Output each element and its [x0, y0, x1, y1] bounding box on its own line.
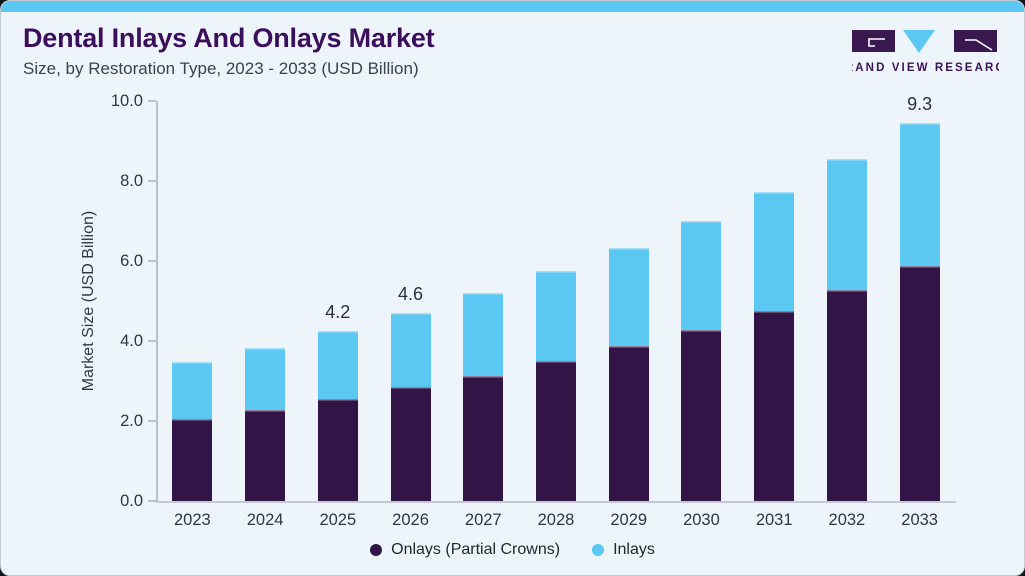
legend-dot-icon [592, 544, 605, 556]
y-tick-mark [148, 500, 156, 502]
x-tick-label-2033: 2033 [901, 511, 938, 529]
y-tick-label: 4.0 [120, 332, 143, 350]
logo-v-triangle [903, 30, 935, 53]
logo-r-glyph [965, 39, 993, 51]
data-label-2026: 4.6 [398, 284, 424, 304]
bar-stack-2032 [826, 159, 867, 501]
x-axis-line [156, 501, 956, 503]
y-tick-mark [148, 180, 156, 182]
bar-segment-inlays-2026 [390, 313, 431, 388]
bar-segment-onlays-2030 [681, 329, 722, 501]
bar-segment-inlays-2024 [245, 347, 286, 410]
page-title: Dental Inlays And Onlays Market [23, 23, 435, 53]
data-label-2033: 9.3 [907, 94, 933, 115]
bar-group-2029: 2029 [592, 101, 665, 529]
logo-g-glyph [868, 38, 885, 47]
bar-group-2032: 2032 [811, 101, 884, 529]
bar-segment-onlays-2027 [463, 375, 504, 501]
plot-area: 0.0 2.0 4.0 6.0 8.0 10.0 2023 2024 4.2 2025 4.6 202… [111, 92, 956, 529]
x-tick-label-2032: 2032 [828, 511, 866, 529]
bar-stack-2023 [172, 362, 213, 501]
bar-segment-inlays-2025 [317, 331, 358, 400]
x-tick-label-2026: 2026 [392, 511, 429, 529]
data-label-2025: 4.2 [325, 302, 351, 322]
y-tick-label: 10.0 [110, 92, 143, 110]
bar-group-2031: 2031 [738, 101, 811, 529]
bar-group-2028: 2028 [520, 101, 593, 529]
y-tick-label: 2.0 [120, 412, 143, 430]
bar-group-2025: 4.2 2025 [301, 101, 374, 529]
y-tick-label: 6.0 [120, 252, 143, 270]
bar-segment-inlays-2031 [754, 191, 795, 311]
bar-stack-2024 [245, 347, 286, 501]
bar-segment-inlays-2029 [608, 247, 649, 347]
bar-segment-onlays-2025 [317, 399, 358, 501]
bar-stack-2027 [463, 292, 504, 501]
bar-segment-onlays-2026 [390, 387, 431, 501]
bar-segment-inlays-2023 [172, 362, 213, 419]
bar-group-2023: 2023 [156, 101, 229, 529]
bar-segment-onlays-2024 [245, 409, 286, 501]
x-tick-label-2024: 2024 [246, 511, 284, 529]
bar-segment-inlays-2032 [826, 159, 867, 290]
page-subtitle: Size, by Restoration Type, 2023 - 2033 (… [23, 59, 419, 78]
x-tick-label-2028: 2028 [537, 511, 575, 529]
legend-item-inlays: Inlays [592, 541, 655, 559]
logo-g-block [852, 30, 895, 52]
bar-segment-onlays-2023 [172, 419, 213, 501]
bar-segment-inlays-2027 [463, 292, 504, 376]
y-tick-mark [148, 340, 156, 342]
bar-stack-2033 [899, 123, 940, 501]
legend-dot-icon [370, 544, 383, 556]
bar-segment-onlays-2029 [608, 346, 649, 501]
bar-group-2027: 2027 [447, 101, 520, 529]
bar-stack-2031 [754, 191, 795, 501]
x-tick-label-2023: 2023 [174, 511, 211, 529]
legend-label: Inlays [613, 541, 655, 558]
x-tick-label-2027: 2027 [464, 511, 502, 529]
bar-group-2033: 9.3 2033 [883, 94, 956, 529]
bar-segment-onlays-2033 [899, 265, 940, 501]
bar-segment-onlays-2032 [826, 289, 867, 501]
top-accent-bar [1, 1, 1024, 12]
bar-group-2024: 2024 [229, 101, 302, 529]
legend-label: Onlays (Partial Crowns) [391, 541, 561, 558]
bar-stack-2029 [608, 247, 649, 501]
x-tick-label-2030: 2030 [683, 511, 720, 529]
x-tick-label-2029: 2029 [610, 511, 648, 529]
x-tick-label-2031: 2031 [755, 511, 793, 529]
chart-legend: Onlays (Partial Crowns) Inlays [1, 541, 1024, 559]
y-tick-mark [148, 420, 156, 422]
logo-wordmark: GRAND VIEW RESEARCH [852, 62, 999, 74]
y-tick-label: 8.0 [120, 172, 143, 190]
legend-item-onlays: Onlays (Partial Crowns) [370, 541, 560, 559]
y-axis-title: Market Size (USD Billion) [80, 210, 97, 392]
y-tick-label: 0.0 [120, 492, 143, 510]
bar-stack-2030 [681, 221, 722, 501]
y-axis-line [156, 101, 158, 501]
bar-stack-2028 [535, 270, 576, 501]
bar-segment-onlays-2028 [535, 361, 576, 501]
grand-view-research-logo-icon: GRAND VIEW RESEARCH [852, 30, 999, 74]
bar-segment-onlays-2031 [754, 310, 795, 501]
bar-stack-2026 [390, 313, 431, 501]
bar-segment-inlays-2033 [899, 123, 940, 266]
bar-group-2026: 4.6 2026 [374, 101, 447, 529]
y-tick-mark [148, 100, 156, 102]
bar-stack-2025 [317, 331, 358, 501]
x-tick-label-2025: 2025 [319, 511, 357, 529]
bar-segment-inlays-2028 [535, 270, 576, 362]
bar-segment-inlays-2030 [681, 221, 722, 330]
bar-group-2030: 2030 [665, 101, 738, 529]
y-tick-mark [148, 260, 156, 262]
